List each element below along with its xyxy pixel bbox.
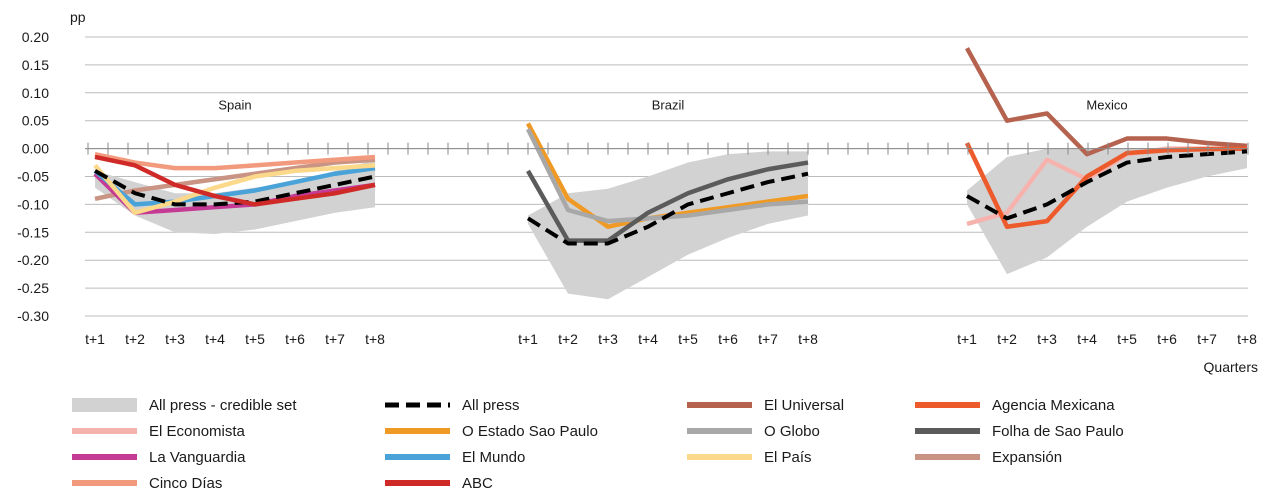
legend-item: Cinco Días — [72, 475, 222, 492]
legend-item: O Globo — [687, 423, 820, 440]
x-tick-label: t+8 — [1237, 331, 1257, 347]
x-tick-label: t+5 — [245, 331, 265, 347]
panel-title: Spain — [218, 98, 251, 113]
legend: All press - credible set All press El Univ… — [72, 397, 1124, 492]
x-axis-label: Quarters — [1204, 359, 1258, 375]
series-line-all-press — [94, 169, 376, 207]
legend-label: Expansión — [992, 449, 1062, 466]
x-tick-label: t+8 — [365, 331, 385, 347]
x-tick-label: t+6 — [1157, 331, 1177, 347]
legend-item: All press - credible set — [72, 397, 297, 414]
legend-item: La Vanguardia — [72, 449, 246, 466]
legend-label: El País — [764, 449, 812, 466]
series-line-cinco-d-as — [94, 151, 376, 171]
y-tick-label: -0.05 — [17, 169, 49, 185]
y-tick-label: -0.15 — [17, 224, 49, 240]
series-line-all-press — [526, 171, 809, 246]
legend-item: Folha de Sao Paulo — [915, 423, 1124, 440]
credible-band — [95, 159, 375, 234]
x-tick-label: t+4 — [1077, 331, 1097, 347]
legend-label: All press — [462, 397, 520, 414]
legend-item: El Economista — [72, 423, 246, 440]
legend-swatch — [72, 398, 137, 412]
legend-item: El Universal — [687, 397, 844, 414]
y-axis: 0.20 0.15 0.10 0.05 0.00 -0.05 -0.10 -0.15 -0.20… — [17, 29, 49, 324]
series-line-el-mundo — [93, 165, 376, 207]
credible-band — [967, 148, 1247, 275]
legend-item: O Estado Sao Paulo — [385, 423, 598, 440]
legend-label: ABC — [462, 475, 493, 492]
legend-item: Agencia Mexicana — [915, 397, 1115, 414]
series-line-el-pa-s — [93, 163, 376, 216]
x-tick-label: t+6 — [285, 331, 305, 347]
x-tick-label: t+3 — [165, 331, 185, 347]
series-line-folha-de-sao-paulo — [526, 160, 809, 243]
legend-label: Folha de Sao Paulo — [992, 423, 1124, 440]
x-tick-label: t+2 — [997, 331, 1017, 347]
legend-label: O Globo — [764, 423, 820, 440]
x-tick-label: t+5 — [678, 331, 698, 347]
x-tick-label: t+7 — [758, 331, 778, 347]
x-axis — [85, 142, 1249, 155]
legend-label: La Vanguardia — [149, 449, 246, 466]
x-tick-label: t+2 — [558, 331, 578, 347]
x-tick-label: t+6 — [718, 331, 738, 347]
legend-item: El País — [687, 449, 812, 466]
x-tick-label: t+4 — [638, 331, 658, 347]
legend-item: El Mundo — [385, 449, 525, 466]
legend-label: El Mundo — [462, 449, 525, 466]
series-line-el-universal — [965, 47, 1248, 157]
x-tick-label: t+1 — [518, 331, 538, 347]
x-tick-label: t+8 — [798, 331, 818, 347]
panel-brazil: Brazil t+1 t+2 t+3 t+4 t+5 t+6 t+7 t+8 — [518, 98, 818, 347]
series-line-all-press — [966, 149, 1248, 221]
x-tick-label: t+3 — [1037, 331, 1057, 347]
y-tick-label: -0.30 — [17, 308, 49, 324]
legend-label: El Universal — [764, 397, 844, 414]
legend-label: All press - credible set — [149, 397, 297, 414]
y-tick-label: 0.00 — [22, 141, 49, 157]
legend-item: ABC — [385, 475, 493, 492]
legend-label: O Estado Sao Paulo — [462, 423, 598, 440]
y-tick-label: -0.20 — [17, 252, 49, 268]
panel-title: Brazil — [652, 98, 685, 113]
legend-item: Expansión — [915, 449, 1062, 466]
x-tick-label: t+3 — [598, 331, 618, 347]
legend-label: Cinco Días — [149, 475, 222, 492]
series-line-abc — [94, 154, 376, 207]
legend-item: All press — [385, 397, 520, 414]
x-tick-label: t+1 — [85, 331, 105, 347]
y-tick-label: 0.20 — [22, 29, 49, 45]
x-tick-label: t+7 — [1197, 331, 1217, 347]
y-axis-label: pp — [70, 9, 86, 25]
legend-label: Agencia Mexicana — [992, 397, 1115, 414]
plot-area: Spain t+1 t+2 t+3 t+4 t+5 t+6 t+7 t+8 Brazil t+1 t+… — [85, 47, 1257, 347]
y-tick-label: -0.25 — [17, 280, 49, 296]
credible-band — [528, 151, 808, 300]
y-tick-label: 0.05 — [22, 113, 49, 129]
panel-spain: Spain t+1 t+2 t+3 t+4 t+5 t+6 t+7 t+8 — [85, 98, 385, 347]
panel-title: Mexico — [1086, 98, 1127, 113]
x-tick-label: t+2 — [125, 331, 145, 347]
y-tick-label: 0.15 — [22, 57, 49, 73]
y-tick-label: -0.10 — [17, 196, 49, 212]
series-line-expansi-n — [94, 157, 376, 202]
series-line-agencia-mexicana — [964, 142, 1248, 229]
x-tick-label: t+4 — [205, 331, 225, 347]
y-tick-label: 0.10 — [22, 85, 49, 101]
x-tick-label: t+7 — [325, 331, 345, 347]
x-tick-label: t+1 — [957, 331, 977, 347]
x-tick-label: t+5 — [1117, 331, 1137, 347]
legend-label: El Economista — [149, 423, 246, 440]
